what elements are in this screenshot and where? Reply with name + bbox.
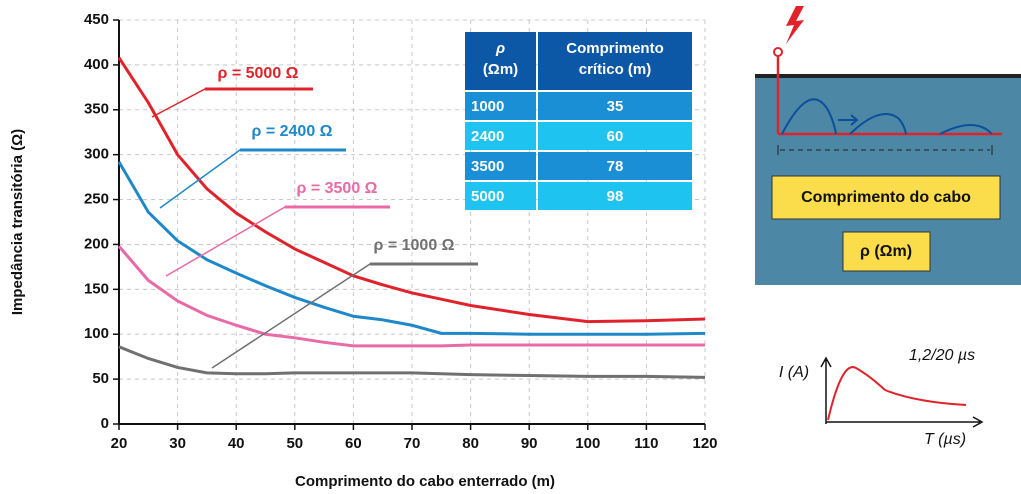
table-header-cell <box>538 32 692 90</box>
table-cell <box>538 182 692 210</box>
y-tick-label: 200 <box>84 235 109 252</box>
table-header: (Ωm) <box>483 61 518 78</box>
series-label: ρ = 5000 Ω <box>218 65 299 82</box>
series-label: ρ = 2400 Ω <box>252 123 333 140</box>
x-tick-label: 60 <box>345 435 362 452</box>
table-cell-text: 1000 <box>471 98 504 115</box>
waveform-label: 1,2/20 µs <box>909 347 975 364</box>
x-tick-label: 40 <box>228 435 245 452</box>
waveform-axes <box>820 356 984 428</box>
table-header: crítico (m) <box>579 61 652 78</box>
length-label: Comprimento do cabo <box>801 189 971 206</box>
waveform-curve <box>827 366 967 421</box>
x-tick-label: 80 <box>462 435 479 452</box>
y-axis-label: Impedância transitória (Ω) <box>9 129 26 315</box>
table-cell-text: 3500 <box>471 158 504 175</box>
table-header-cell <box>465 32 536 90</box>
series-label: ρ = 1000 Ω <box>374 237 455 254</box>
wave-icon <box>781 98 993 135</box>
table-cell-text: 5000 <box>471 188 504 205</box>
table-cell <box>538 122 692 150</box>
y-tick-label: 150 <box>84 280 109 297</box>
x-tick-label: 120 <box>692 435 717 452</box>
y-tick-label: 100 <box>84 325 109 342</box>
table-cell <box>465 182 536 210</box>
series-line <box>117 161 706 336</box>
table-header: Comprimento <box>566 40 664 57</box>
table-cell-text: 2400 <box>471 128 504 145</box>
x-tick-label: 90 <box>521 435 538 452</box>
length-box <box>771 175 1001 220</box>
terminal <box>773 47 783 57</box>
y-tick-label: 450 <box>84 11 109 28</box>
table-cell <box>538 92 692 120</box>
rho-box <box>842 231 931 272</box>
y-tick-label: 300 <box>84 146 109 163</box>
table-cell-text: 98 <box>607 188 624 205</box>
table-cell <box>465 152 536 180</box>
y-tick-label: 350 <box>84 101 109 118</box>
x-tick-label: 50 <box>286 435 303 452</box>
series-line <box>118 345 706 379</box>
x-tick-label: 30 <box>169 435 186 452</box>
x-axis-label: Comprimento do cabo enterrado (m) <box>295 473 555 490</box>
x-tick-label: 70 <box>404 435 421 452</box>
leader-line <box>151 88 313 118</box>
table-cell <box>465 122 536 150</box>
x-tick-label: 110 <box>634 435 658 452</box>
y-tick-label: 400 <box>84 56 109 73</box>
current-label: I (A) <box>779 364 809 381</box>
x-tick-label: 20 <box>111 435 128 452</box>
table-cell <box>465 92 536 120</box>
lightning-icon <box>786 6 804 44</box>
table-cell-text: 35 <box>607 98 624 115</box>
wave-arrow <box>838 114 859 126</box>
table-header: ρ <box>495 40 505 57</box>
table-cell-text: 78 <box>607 158 624 175</box>
time-label: T (µs) <box>924 431 966 448</box>
series-label: ρ = 3500 Ω <box>297 180 378 197</box>
x-tick-label: 100 <box>575 435 600 452</box>
y-tick-label: 0 <box>101 415 109 432</box>
rho-label: ρ (Ωm) <box>860 243 912 260</box>
leader-line <box>159 149 346 209</box>
y-tick-label: 250 <box>84 191 109 208</box>
table-cell <box>538 152 692 180</box>
series-line <box>117 245 705 348</box>
y-tick-label: 50 <box>92 370 109 387</box>
leader-line <box>165 206 390 277</box>
series-line <box>117 56 706 324</box>
table-cell-text: 60 <box>607 128 624 145</box>
